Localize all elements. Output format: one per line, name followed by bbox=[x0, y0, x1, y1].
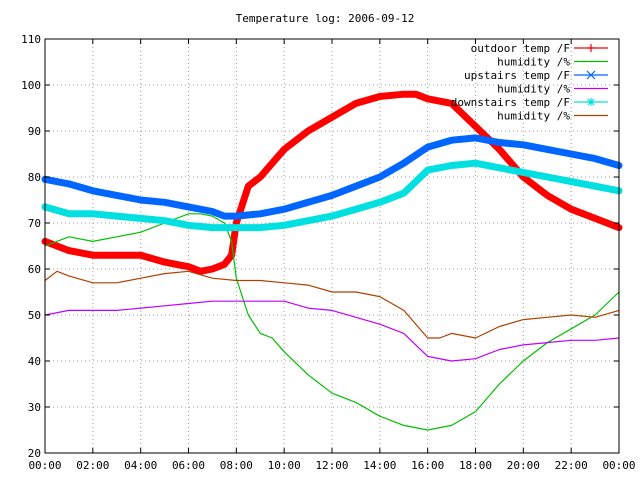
grid bbox=[45, 39, 619, 453]
x-tick-label: 22:00 bbox=[555, 459, 588, 472]
x-tick-label: 14:00 bbox=[363, 459, 396, 472]
y-tick-label: 40 bbox=[28, 355, 41, 368]
series-line bbox=[44, 213, 620, 431]
series-1 bbox=[44, 213, 620, 431]
series-5 bbox=[44, 270, 620, 339]
x-tick-label: 04:00 bbox=[124, 459, 157, 472]
x-tick-label: 20:00 bbox=[507, 459, 540, 472]
legend-label: downstairs temp /F bbox=[451, 96, 570, 109]
y-tick-label: 110 bbox=[21, 33, 41, 46]
series-layer bbox=[41, 90, 623, 431]
x-tick-label: 02:00 bbox=[76, 459, 109, 472]
series-line bbox=[44, 300, 620, 362]
series-4 bbox=[41, 159, 623, 232]
y-tick-label: 80 bbox=[28, 171, 41, 184]
y-tick-label: 50 bbox=[28, 309, 41, 322]
legend-marker bbox=[587, 44, 595, 52]
legend-label: humidity /% bbox=[497, 110, 570, 123]
x-tick-label: 00:00 bbox=[602, 459, 635, 472]
series-line bbox=[41, 90, 623, 275]
x-tick-label: 06:00 bbox=[172, 459, 205, 472]
y-tick-label: 30 bbox=[28, 401, 41, 414]
series-line bbox=[41, 159, 623, 232]
series-line bbox=[44, 270, 620, 339]
y-tick-label: 60 bbox=[28, 263, 41, 276]
series-line bbox=[41, 134, 623, 220]
y-tick-label: 20 bbox=[28, 447, 41, 460]
legend-marker bbox=[586, 70, 596, 80]
legend-label: outdoor temp /F bbox=[471, 42, 570, 55]
x-tick-label: 12:00 bbox=[315, 459, 348, 472]
series-0 bbox=[41, 90, 623, 275]
x-tick-label: 18:00 bbox=[459, 459, 492, 472]
x-tick-label: 00:00 bbox=[28, 459, 61, 472]
axis-ticks: 20 30 40 50 60 70 80 90 100 110 00:00 02:00 04:00 06:… bbox=[21, 33, 635, 472]
series-2 bbox=[41, 134, 623, 220]
y-tick-label: 100 bbox=[21, 79, 41, 92]
y-tick-label: 70 bbox=[28, 217, 41, 230]
x-tick-label: 08:00 bbox=[220, 459, 253, 472]
series-3 bbox=[44, 300, 620, 362]
x-tick-label: 16:00 bbox=[411, 459, 444, 472]
chart-title: Temperature log: 2006-09-12 bbox=[236, 12, 415, 25]
legend-label: humidity /% bbox=[497, 56, 570, 69]
legend-marker bbox=[587, 98, 595, 106]
legend-label: humidity /% bbox=[497, 83, 570, 96]
x-tick-label: 10:00 bbox=[268, 459, 301, 472]
y-tick-label: 90 bbox=[28, 125, 41, 138]
legend-label: upstairs temp /F bbox=[464, 69, 570, 82]
